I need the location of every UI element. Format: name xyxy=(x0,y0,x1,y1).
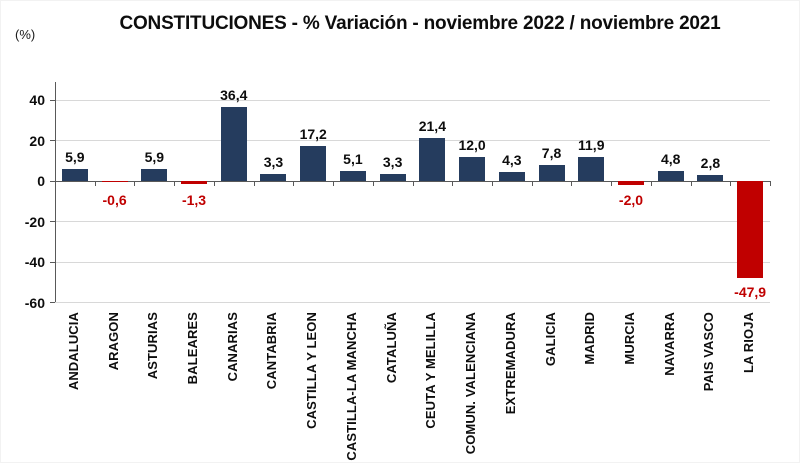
bar-positive xyxy=(697,175,724,181)
bar-positive xyxy=(459,156,486,181)
y-axis-tick-mark xyxy=(50,302,55,303)
x-axis-tick-mark xyxy=(690,181,692,186)
x-axis-tick-mark xyxy=(412,181,414,186)
bar-positive xyxy=(300,146,327,181)
x-axis-label: ASTURIAS xyxy=(145,312,161,380)
x-axis-label: NAVARRA xyxy=(661,312,677,376)
x-axis-tick-mark xyxy=(531,181,533,186)
bar-value-label: -47,9 xyxy=(734,283,767,300)
gridline xyxy=(55,140,770,141)
chart-title: CONSTITUCIONES - % Variación - noviembre… xyxy=(119,13,721,34)
bar-negative xyxy=(737,181,764,278)
x-axis-tick-mark xyxy=(452,181,454,186)
bar-value-label: 3,3 xyxy=(263,154,284,171)
bar-value-label: -2,0 xyxy=(618,192,644,208)
bar-positive xyxy=(498,172,525,181)
y-axis-tick-label: -20 xyxy=(24,213,45,230)
x-axis-tick-mark xyxy=(730,181,732,186)
bar-positive xyxy=(260,174,287,181)
y-axis-tick-label: -60 xyxy=(24,294,45,311)
x-axis-tick-mark xyxy=(213,181,215,186)
x-axis-tick-mark xyxy=(55,181,56,186)
bar-value-label: 5,9 xyxy=(65,149,85,166)
y-axis-tick-mark xyxy=(50,180,55,182)
bar-value-label: 3,3 xyxy=(382,154,403,171)
gridline xyxy=(55,261,770,263)
x-axis-tick-mark xyxy=(650,181,652,186)
bar-value-label: 17,2 xyxy=(299,126,327,143)
bar-value-label: 7,8 xyxy=(541,145,562,162)
x-axis-label: CEUTA Y MELILLA xyxy=(423,312,439,429)
y-axis-tick-label: 0 xyxy=(37,173,45,189)
x-axis-label: CASTILLA Y LEON xyxy=(304,312,320,429)
x-axis-tick-mark xyxy=(293,181,295,186)
x-axis-label: MURCIA xyxy=(621,312,637,365)
y-axis-tick-mark xyxy=(50,99,55,101)
bar-positive xyxy=(220,107,247,181)
y-axis-tick-mark xyxy=(50,261,55,263)
x-axis-tick-mark xyxy=(770,181,771,186)
bar-positive xyxy=(419,137,446,181)
x-axis-label: COMUN. VALENCIANA xyxy=(463,312,479,455)
bar-value-label: 21,4 xyxy=(418,117,446,134)
x-axis-label: MADRID xyxy=(582,312,598,365)
bar-positive xyxy=(538,165,565,181)
y-axis-tick-label: 40 xyxy=(29,92,45,108)
bar-value-label: 5,1 xyxy=(343,150,363,167)
x-axis-tick-mark xyxy=(611,181,613,186)
x-axis-label: CANTABRIA xyxy=(264,312,280,390)
x-axis-label: CASTILLA-LA MANCHA xyxy=(343,312,359,461)
x-axis-label: ARAGON xyxy=(105,312,121,371)
bar-value-label: 11,9 xyxy=(578,136,605,153)
bar-positive xyxy=(141,169,168,181)
x-axis-tick-mark xyxy=(571,181,573,186)
bar-value-label: 4,3 xyxy=(502,152,522,169)
x-axis-tick-mark xyxy=(94,181,96,186)
bar-value-label: 36,4 xyxy=(220,87,248,104)
x-axis-label: CATALUÑA xyxy=(383,312,399,384)
bar-negative xyxy=(617,181,644,186)
bar-positive xyxy=(578,156,605,181)
y-axis-tick-mark xyxy=(50,140,55,141)
bar-value-label: 2,8 xyxy=(700,155,721,172)
x-axis-label: PAIS VASCO xyxy=(701,312,717,392)
x-axis-label: LA RIOJA xyxy=(741,312,757,373)
y-axis-line xyxy=(55,82,56,302)
x-axis-tick-mark xyxy=(253,181,255,186)
bar-value-label: 5,9 xyxy=(144,149,165,166)
bar-value-label: 12,0 xyxy=(458,136,486,153)
bar-value-label: -0,6 xyxy=(102,192,127,208)
x-axis-label: EXTREMADURA xyxy=(502,312,518,415)
gridline xyxy=(55,302,770,303)
bar-positive xyxy=(657,171,684,181)
y-axis-tick-label: 20 xyxy=(29,132,45,149)
bar-positive xyxy=(61,169,88,181)
x-axis-label: BALEARES xyxy=(185,312,201,385)
x-axis-tick-mark xyxy=(134,181,136,186)
y-axis-tick-label: -40 xyxy=(24,254,45,270)
x-axis-label: GALICIA xyxy=(542,312,558,367)
bar-positive xyxy=(379,174,406,181)
bar-negative xyxy=(101,181,128,183)
x-axis-label: CANARIAS xyxy=(224,312,240,382)
bar-value-label: -1,3 xyxy=(181,192,207,208)
gridline xyxy=(55,221,770,222)
x-axis-tick-mark xyxy=(491,181,493,186)
gridline xyxy=(55,99,770,101)
x-axis-tick-mark xyxy=(333,181,335,186)
x-axis-label: ANDALUCIA xyxy=(65,312,81,391)
bar-negative xyxy=(181,181,208,184)
y-axis-unit-label: (%) xyxy=(15,27,36,42)
y-axis-tick-mark xyxy=(50,221,55,222)
bar-value-label: 4,8 xyxy=(660,151,681,168)
x-axis-tick-mark xyxy=(174,181,176,186)
bar-positive xyxy=(339,170,366,181)
x-axis-tick-mark xyxy=(372,181,374,186)
